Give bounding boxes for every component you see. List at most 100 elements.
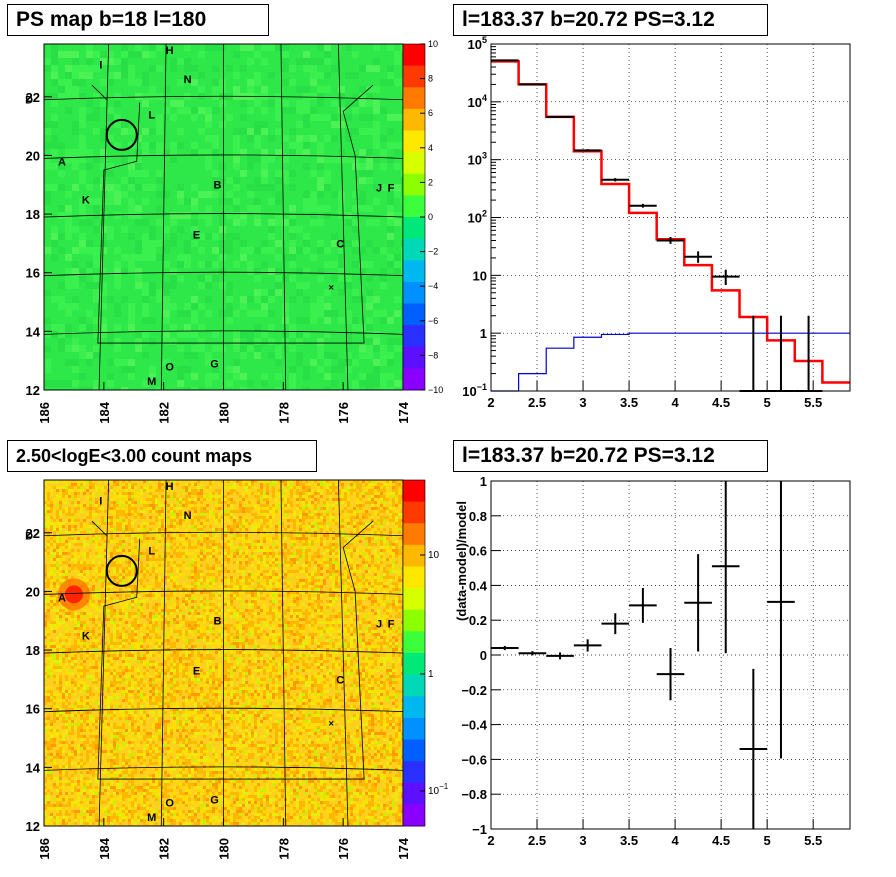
map-pixel bbox=[200, 582, 203, 585]
map-pixel bbox=[86, 543, 89, 546]
map-pixel bbox=[170, 142, 177, 149]
map-pixel bbox=[395, 492, 398, 495]
map-pixel bbox=[398, 585, 401, 588]
map-pixel bbox=[353, 507, 356, 510]
map-pixel bbox=[359, 510, 362, 513]
map-pixel bbox=[177, 254, 184, 261]
map-pixel bbox=[374, 507, 377, 510]
map-pixel bbox=[289, 324, 296, 331]
map-pixel bbox=[359, 570, 362, 573]
map-pixel bbox=[347, 612, 350, 615]
map-pixel bbox=[317, 582, 320, 585]
map-pixel bbox=[95, 501, 98, 504]
map-pixel bbox=[323, 552, 326, 555]
map-pixel bbox=[293, 618, 296, 621]
map-pixel bbox=[143, 567, 146, 570]
map-pixel bbox=[268, 226, 275, 233]
map-pixel bbox=[268, 44, 275, 51]
map-pixel bbox=[377, 567, 380, 570]
map-pixel bbox=[320, 567, 323, 570]
map-pixel bbox=[332, 594, 335, 597]
map-pixel bbox=[128, 522, 131, 525]
map-pixel bbox=[155, 510, 158, 513]
map-pixel bbox=[74, 570, 77, 573]
map-pixel bbox=[275, 537, 278, 540]
map-pixel bbox=[200, 615, 203, 618]
map-pixel bbox=[65, 540, 68, 543]
map-pixel bbox=[143, 516, 146, 519]
map-pixel bbox=[50, 588, 53, 591]
map-pixel bbox=[113, 519, 116, 522]
map-pixel bbox=[245, 522, 248, 525]
map-pixel bbox=[380, 537, 383, 540]
map-pixel bbox=[317, 609, 320, 612]
map-pixel bbox=[50, 546, 53, 549]
map-pixel bbox=[101, 582, 104, 585]
map-pixel bbox=[392, 513, 395, 516]
map-pixel bbox=[50, 567, 53, 570]
map-pixel bbox=[386, 510, 389, 513]
map-pixel bbox=[254, 549, 257, 552]
map-pixel bbox=[373, 359, 380, 366]
map-pixel bbox=[289, 219, 296, 226]
map-pixel bbox=[206, 558, 209, 561]
map-pixel bbox=[247, 191, 254, 198]
map-pixel bbox=[176, 600, 179, 603]
map-pixel bbox=[51, 296, 58, 303]
map-pixel bbox=[344, 492, 347, 495]
map-pixel bbox=[167, 579, 170, 582]
map-pixel bbox=[359, 198, 366, 205]
map-pixel bbox=[392, 486, 395, 489]
colorbar-swatch bbox=[403, 217, 425, 239]
map-pixel bbox=[247, 79, 254, 86]
map-pixel bbox=[239, 537, 242, 540]
map-pixel bbox=[53, 579, 56, 582]
map-pixel bbox=[206, 495, 209, 498]
map-pixel bbox=[303, 135, 310, 142]
map-pixel bbox=[296, 552, 299, 555]
map-pixel bbox=[194, 582, 197, 585]
map-pixel bbox=[137, 612, 140, 615]
map-pixel bbox=[350, 567, 353, 570]
map-pixel bbox=[121, 121, 128, 128]
map-pixel bbox=[98, 537, 101, 540]
map-pixel bbox=[224, 552, 227, 555]
map-pixel bbox=[92, 561, 95, 564]
map-pixel bbox=[107, 373, 114, 380]
map-pixel bbox=[302, 618, 305, 621]
map-pixel bbox=[245, 558, 248, 561]
map-pixel bbox=[110, 507, 113, 510]
map-pixel bbox=[398, 579, 401, 582]
map-pixel bbox=[374, 498, 377, 501]
map-pixel bbox=[365, 501, 368, 504]
map-pixel bbox=[107, 191, 114, 198]
map-pixel bbox=[95, 555, 98, 558]
map-pixel bbox=[308, 549, 311, 552]
map-pixel bbox=[387, 72, 394, 79]
map-pixel bbox=[317, 561, 320, 564]
map-pixel bbox=[198, 128, 205, 135]
map-pixel bbox=[269, 516, 272, 519]
map-pixel bbox=[50, 621, 53, 624]
map-pixel bbox=[47, 585, 50, 588]
map-pixel bbox=[173, 504, 176, 507]
map-pixel bbox=[394, 163, 401, 170]
map-pixel bbox=[302, 555, 305, 558]
map-pixel bbox=[212, 537, 215, 540]
map-pixel bbox=[329, 516, 332, 519]
map-pixel bbox=[302, 486, 305, 489]
map-pixel bbox=[299, 582, 302, 585]
map-pixel bbox=[254, 184, 261, 191]
map-pixel bbox=[161, 504, 164, 507]
map-pixel bbox=[296, 576, 299, 579]
map-pixel bbox=[394, 254, 401, 261]
map-pixel bbox=[362, 609, 365, 612]
map-pixel bbox=[206, 609, 209, 612]
map-pixel bbox=[233, 184, 240, 191]
colorbar-swatch bbox=[403, 152, 425, 174]
map-pixel bbox=[209, 513, 212, 516]
map-pixel bbox=[356, 579, 359, 582]
map-pixel bbox=[170, 498, 173, 501]
map-pixel bbox=[80, 543, 83, 546]
map-pixel bbox=[110, 597, 113, 600]
